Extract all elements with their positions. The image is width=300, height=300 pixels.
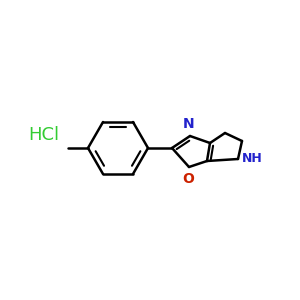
Text: NH: NH: [242, 152, 263, 166]
Text: N: N: [183, 117, 195, 131]
Text: O: O: [182, 172, 194, 186]
Text: HCl: HCl: [28, 126, 59, 144]
